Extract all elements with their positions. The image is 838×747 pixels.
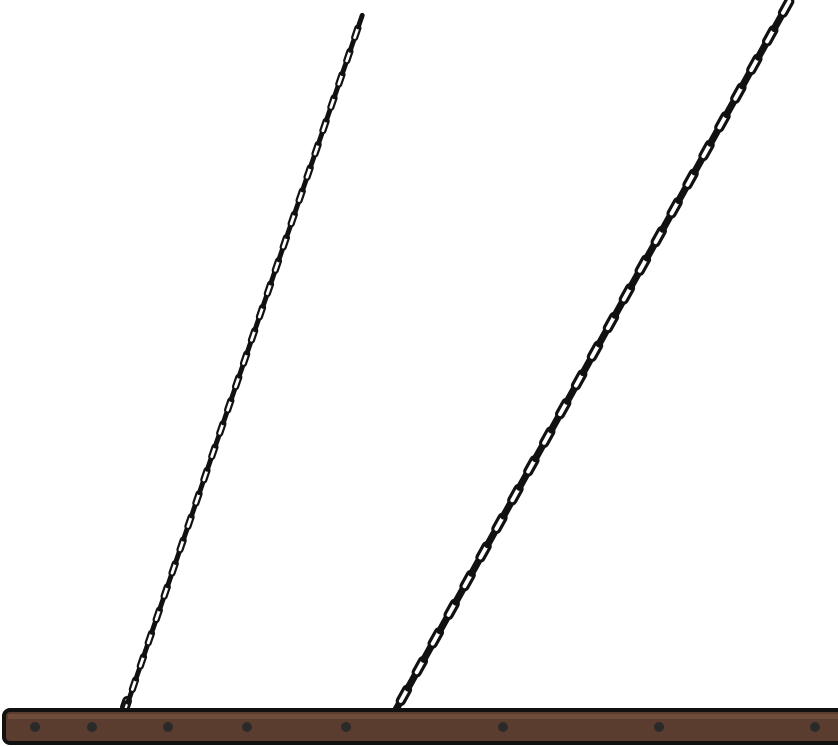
wooden-beam[interactable] [2, 708, 838, 745]
left-chain[interactable] [120, 12, 365, 717]
beam-bolt [163, 722, 173, 732]
beam-bolt [341, 722, 351, 732]
beam-bolt [498, 722, 508, 732]
beam-bolt [30, 722, 40, 732]
beam-bolt [654, 722, 664, 732]
chain-layer [120, 0, 795, 735]
beam-highlight [8, 714, 838, 719]
beam-bolt [810, 722, 820, 732]
beam-bolt [87, 722, 97, 732]
beam-bolt [242, 722, 252, 732]
chain-link [777, 0, 795, 18]
beam-bolts [30, 722, 820, 732]
chain-link [355, 12, 365, 30]
